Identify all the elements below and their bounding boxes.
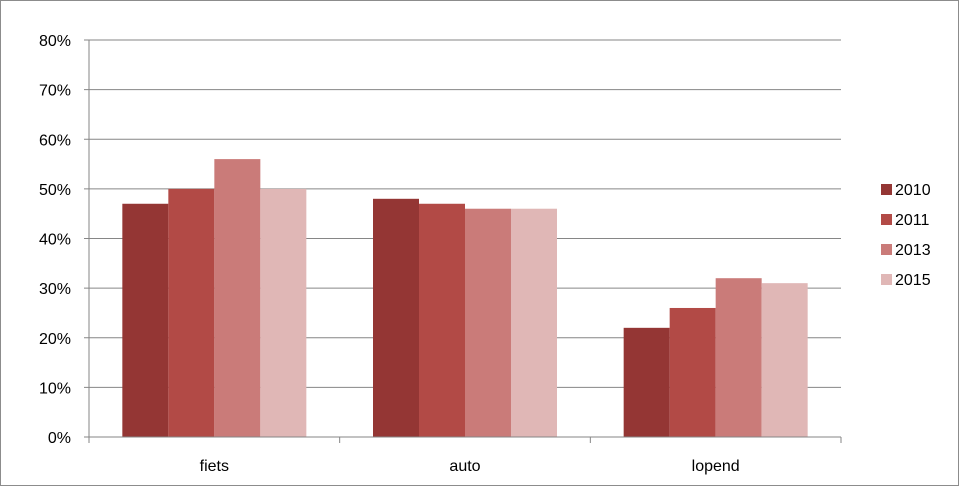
bar-2011-lopend <box>669 307 716 437</box>
legend-swatch-2010 <box>881 184 892 195</box>
legend-swatch-2015 <box>881 274 892 285</box>
legend-label-2010: 2010 <box>895 182 931 199</box>
legend-swatch-2011 <box>881 214 892 225</box>
x-tick-label: auto <box>449 458 480 475</box>
x-tick-label: fiets <box>200 458 229 475</box>
bar-2015-lopend <box>761 283 808 437</box>
bar-2010-auto <box>373 198 419 437</box>
y-tick-label: 30% <box>39 281 71 298</box>
bar-2013-fiets <box>214 159 261 437</box>
bar-2013-auto <box>465 208 511 437</box>
y-tick-label: 80% <box>39 33 71 50</box>
bar-2011-fiets <box>168 188 215 437</box>
legend-swatch-2013 <box>881 244 892 255</box>
y-tick-label: 40% <box>39 232 71 249</box>
bar-2015-auto <box>511 208 557 437</box>
y-tick-label: 70% <box>39 83 71 100</box>
legend-label-2013: 2013 <box>895 242 931 259</box>
y-tick-label: 20% <box>39 331 71 348</box>
bar-2010-lopend <box>623 327 670 437</box>
y-tick-label: 0% <box>48 430 71 447</box>
bar-2015-fiets <box>260 188 307 437</box>
legend-label-2011: 2011 <box>895 212 930 229</box>
bar-2010-fiets <box>122 203 169 437</box>
y-tick-label: 50% <box>39 182 71 199</box>
y-tick-label: 10% <box>39 380 71 397</box>
y-tick-label: 60% <box>39 132 71 149</box>
legend-label-2015: 2015 <box>895 272 931 289</box>
x-tick-label: lopend <box>692 458 740 475</box>
bar-2013-lopend <box>715 278 762 437</box>
bar-2011-auto <box>419 203 465 437</box>
